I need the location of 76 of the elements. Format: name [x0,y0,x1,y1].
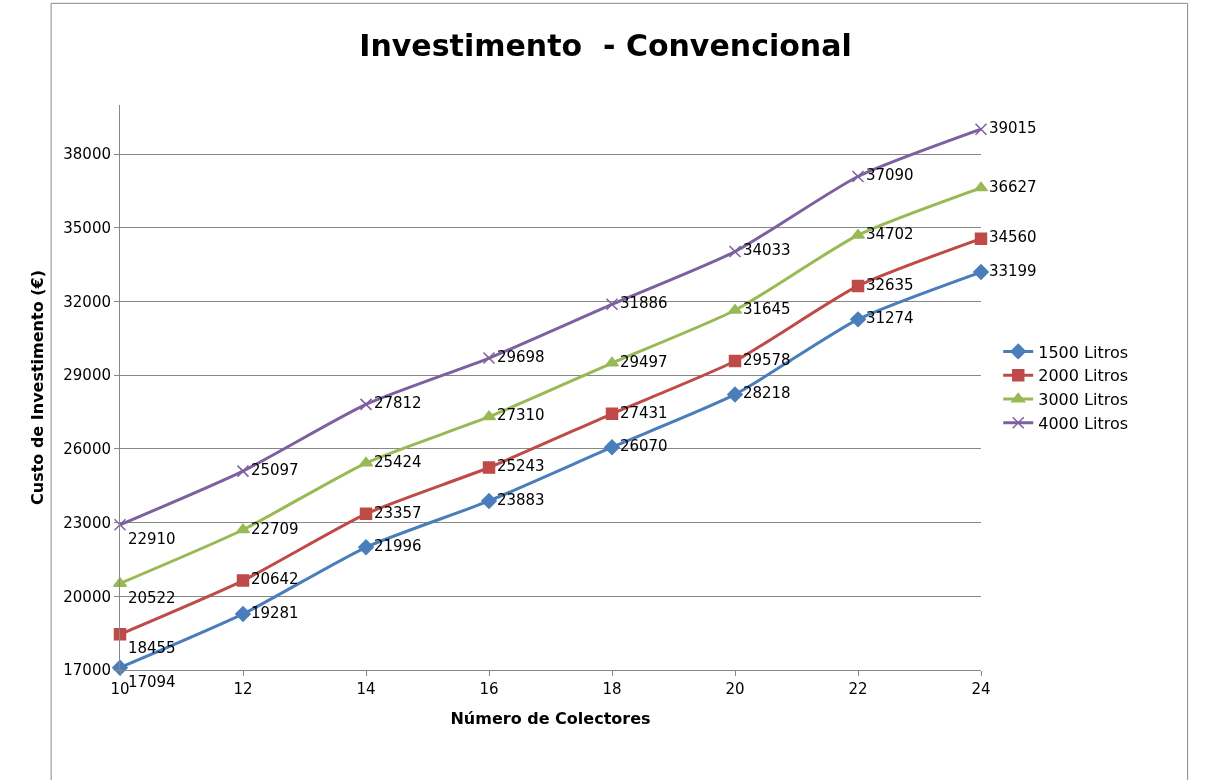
x-tick-label: 12 [233,680,253,698]
point [604,439,620,456]
x-tick-label: 18 [602,680,622,698]
point [359,507,373,521]
point [727,386,743,403]
data-label: 23357 [373,503,422,522]
data-label: 27431 [619,403,668,422]
data-label: 31886 [619,294,668,313]
data-label: 29497 [619,352,668,371]
legend-label: 1500 Litros [1038,342,1129,362]
point [728,245,742,258]
point [481,493,497,509]
data-label: 27310 [496,406,545,425]
x-tick-label: 16 [479,680,499,698]
point [974,232,988,245]
point [974,122,988,136]
data-label: 31645 [742,299,791,318]
point [236,574,250,587]
point [359,398,373,411]
data-label: 23883 [496,490,545,509]
y-tick-label: 23000 [63,513,111,532]
point [605,298,619,311]
point [482,461,496,474]
data-label: 20642 [250,570,299,589]
data-label: 21996 [373,537,422,556]
x-tick-label: 20 [725,680,745,698]
y-tick-label: 29000 [63,366,111,385]
data-label: 29578 [742,350,791,369]
data-label: 27812 [373,394,422,413]
data-label: 22910 [127,529,176,548]
y-axis-title: Custo de Investimento (€) [28,270,48,505]
chart-title: Investimento - Convencional [359,28,852,64]
data-label: 26070 [619,436,668,455]
point [605,407,619,421]
x-tick-label: 24 [971,680,991,698]
x-tick-label: 10 [110,680,130,698]
y-tick-label: 38000 [63,145,111,164]
data-label: 22709 [250,519,299,538]
point [482,351,496,365]
data-label: 34702 [865,224,914,243]
data-label: 25097 [250,460,299,479]
legend-label: 2000 Litros [1038,366,1129,386]
y-tick-label: 20000 [63,587,111,606]
y-tick-label: 35000 [63,219,111,238]
point [113,518,127,532]
point [358,539,374,556]
point [113,628,127,641]
y-tick-label: 26000 [63,440,111,459]
point [850,311,866,328]
point [851,279,865,293]
data-label: 25424 [373,452,422,471]
data-label: 28218 [742,384,791,403]
data-label: 20522 [127,588,176,607]
data-label: 19281 [250,603,299,622]
point [973,264,989,280]
point [235,606,251,622]
x-tick-label: 14 [356,680,376,698]
x-axis-title: Número de Colectores [450,708,651,728]
data-label: 34033 [742,241,791,260]
data-label: 33199 [988,261,1037,280]
data-label: 32635 [865,275,914,294]
legend-label: 4000 Litros [1038,414,1129,434]
point [728,354,742,368]
x-tick-label: 22 [848,680,868,698]
data-label: 37090 [865,166,914,185]
point [851,170,865,183]
data-label: 29698 [496,347,545,366]
data-label: 39015 [988,118,1037,137]
legend-label: 3000 Litros [1038,390,1129,410]
data-label: 31274 [865,309,914,328]
point [236,464,250,478]
data-label: 25243 [496,457,545,476]
data-label: 36627 [988,177,1037,196]
y-tick-label: 32000 [63,292,111,311]
data-label: 34560 [988,228,1037,247]
y-tick-label: 17000 [63,661,111,680]
